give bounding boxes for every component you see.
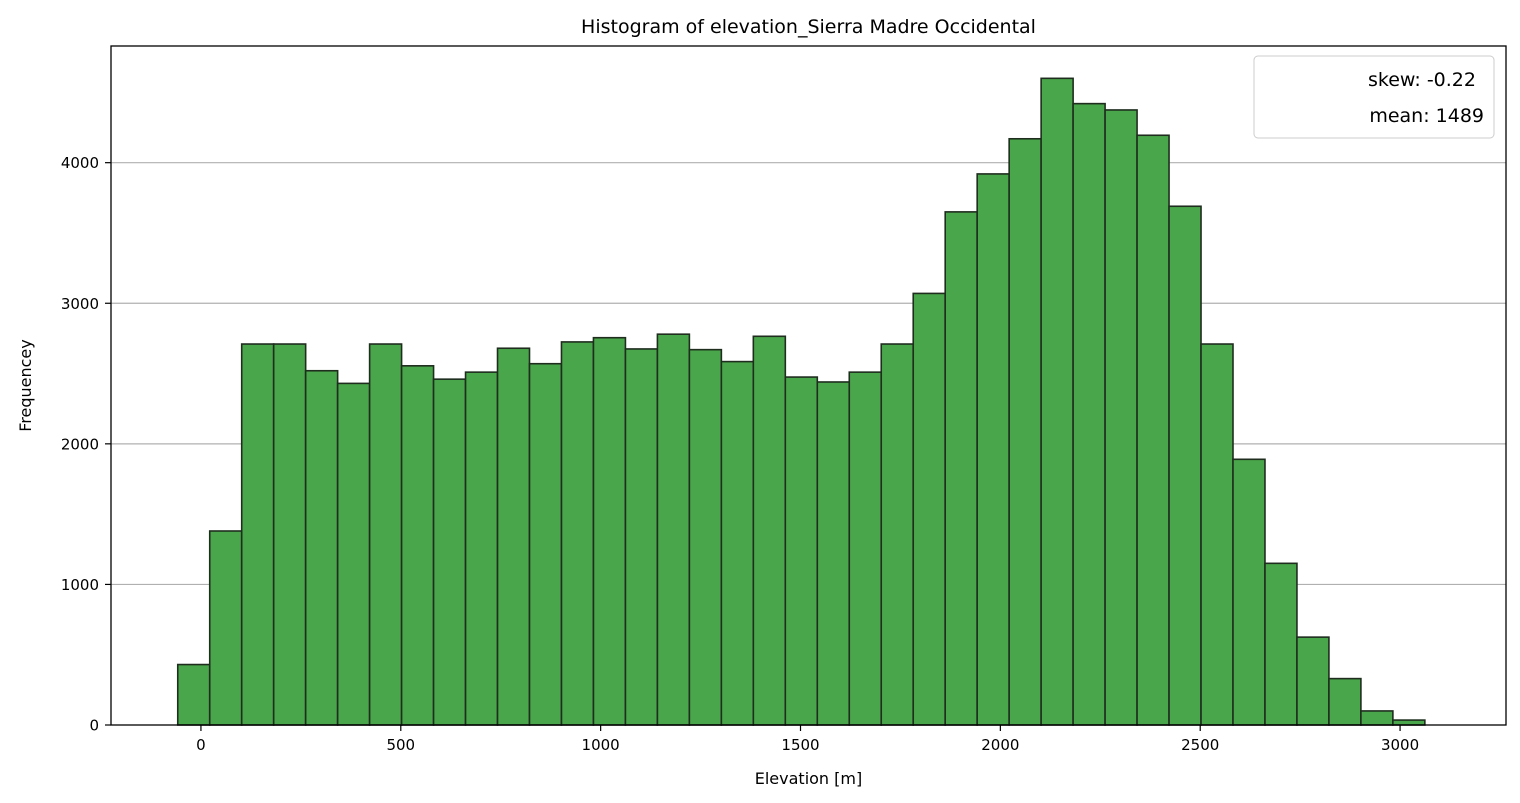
histogram-bar [816, 381, 851, 726]
histogram-bar [848, 371, 883, 726]
y-tick-label: 1000 [61, 576, 99, 594]
histogram-bar [272, 343, 307, 726]
y-axis: 0 1000 2000 3000 4000 [61, 154, 111, 735]
legend-box [1253, 55, 1495, 139]
plot-frame [110, 45, 1507, 726]
histogram-bar [432, 378, 467, 726]
histogram-bar [1136, 134, 1170, 726]
histogram-bar [976, 173, 1010, 726]
x-tick-label: 1500 [781, 736, 819, 754]
x-tick-label: 3000 [1381, 736, 1419, 754]
histogram-bar [1296, 636, 1330, 726]
histogram-bar [368, 343, 403, 726]
histogram-bar [1360, 710, 1394, 726]
histogram-bar [592, 336, 627, 726]
x-axis: 0 500 1000 1500 2000 2500 3000 [196, 725, 1419, 754]
histogram-bar [1232, 458, 1266, 726]
y-tick-label: 2000 [61, 435, 99, 453]
histogram-bar [176, 663, 211, 726]
histogram-bar [1072, 102, 1106, 726]
histogram-bar [240, 343, 275, 726]
y-tick-label: 4000 [61, 154, 99, 172]
histogram-bar [1040, 77, 1074, 726]
histogram-bar [784, 376, 819, 726]
histogram-bar [944, 211, 978, 726]
histogram-bar [336, 382, 371, 726]
y-tick-label: 3000 [61, 295, 99, 313]
histogram-bars [176, 77, 1426, 726]
histogram-bar [880, 343, 915, 726]
histogram-bar [208, 530, 243, 726]
histogram-bar [1200, 343, 1234, 726]
y-tick-label: 0 [89, 717, 99, 735]
histogram-bar [1168, 205, 1202, 726]
histogram-bar [304, 369, 339, 726]
histogram-bar [1264, 562, 1298, 726]
histogram-bar [688, 348, 723, 726]
histogram-bar [656, 333, 691, 726]
x-tick-label: 2500 [1181, 736, 1219, 754]
histogram-bar [912, 292, 947, 726]
chart-title: Histogram of elevation_Sierra Madre Occi… [581, 16, 1036, 38]
histogram-bar [560, 341, 595, 726]
histogram-bar [1104, 109, 1138, 726]
histogram-bar [624, 348, 659, 726]
legend-mean-entry: mean: 1489 [1369, 105, 1484, 127]
y-axis-label: Frequencey [16, 339, 35, 432]
histogram-bar [1328, 677, 1362, 726]
x-axis-label: Elevation [m] [755, 769, 862, 788]
histogram-bar [720, 360, 755, 726]
x-tick-label: 0 [196, 736, 206, 754]
legend-skew-entry: skew: -0.22 [1368, 69, 1476, 91]
histogram-bar [464, 371, 499, 726]
legend: skew: -0.22 mean: 1489 [1253, 55, 1495, 139]
x-tick-label: 1000 [582, 736, 620, 754]
x-tick-label: 2000 [981, 736, 1019, 754]
histogram-bar [1008, 137, 1042, 726]
histogram-bar [400, 365, 435, 726]
histogram-bar [1392, 719, 1426, 726]
histogram-bar [752, 335, 787, 726]
histogram-bar [496, 347, 531, 726]
x-tick-label: 500 [386, 736, 415, 754]
histogram-bar [528, 362, 563, 726]
